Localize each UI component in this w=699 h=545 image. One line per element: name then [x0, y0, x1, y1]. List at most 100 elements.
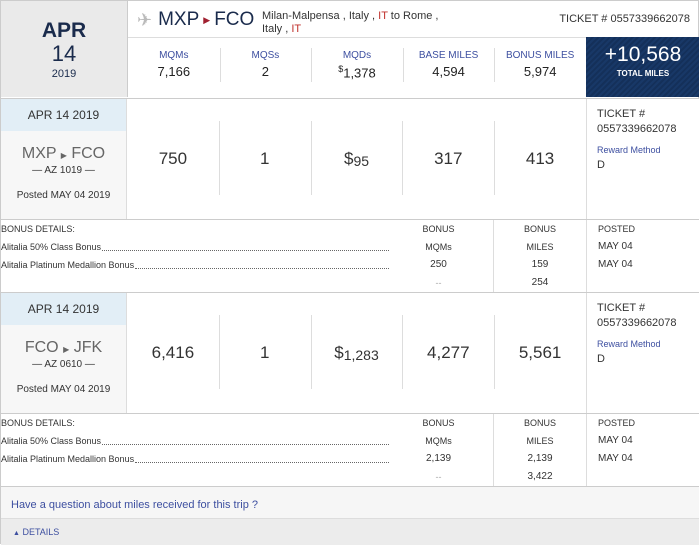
total-miles-value: +10,568	[604, 43, 682, 66]
mqd-amount: 1,283	[343, 347, 379, 363]
reward-method-link[interactable]: Reward Method	[597, 145, 661, 155]
bonus-item: Alitalia 50% Class Bonus	[1, 238, 391, 256]
bonus-miles-header: BONUS	[523, 418, 556, 428]
cities-text: Italy ,	[262, 23, 292, 35]
flight-number: — AZ 0610 —	[32, 359, 95, 370]
segment-date: APR 14 2019	[1, 99, 126, 131]
bonus-mqm-value: 250	[430, 259, 447, 270]
segment-route: FCO ▶ JFK	[1, 339, 126, 357]
currency-symbol: $	[338, 64, 344, 74]
bonus-mqm-header: MQMs	[425, 436, 452, 446]
segment-mqss: 1	[218, 293, 311, 413]
currency-symbol: $	[334, 343, 344, 362]
arrow-right-icon: ▶	[60, 151, 67, 160]
bonus-details: BONUS DETAILS: Alitalia 50% Class Bonus …	[1, 219, 699, 292]
ticket-number: 0557339662078	[597, 123, 677, 135]
segment-date: APR 14 2019	[1, 293, 126, 325]
posted-value: MAY 04	[598, 453, 633, 464]
segment-info: APR 14 2019 MXP ▶ FCO — AZ 1019 — Posted…	[1, 99, 127, 219]
segment-mqms: 6,416	[151, 343, 195, 362]
bonus-mqm-value: --	[435, 278, 442, 288]
flight-number: — AZ 1019 —	[32, 165, 95, 176]
segment-base-miles: 317	[402, 99, 494, 219]
flight-segment: APR 14 2019 FCO ▶ JFK — AZ 0610 — Posted…	[1, 292, 699, 486]
ticket-number: TICKET # 0557339662078	[559, 13, 690, 25]
bonus-item-label: Alitalia 50% Class Bonus	[1, 436, 102, 446]
country-code: IT	[291, 23, 302, 35]
segment-bonus-miles: 413	[494, 99, 586, 219]
ticket-number: 0557339662078	[597, 317, 677, 329]
metric-value: 2	[261, 64, 269, 79]
ticket-label: TICKET #	[597, 302, 646, 314]
trip-day: 14	[51, 41, 77, 66]
segment-mqss: 1	[218, 99, 311, 219]
trip-year: 2019	[51, 68, 77, 80]
bonus-miles-value: 159	[531, 259, 549, 270]
bonus-miles-header: MILES	[526, 436, 554, 446]
mqd-amount: 95	[353, 153, 370, 169]
bonus-miles-value: 2,139	[527, 453, 553, 464]
bonus-item-label: Alitalia 50% Class Bonus	[1, 242, 102, 252]
posted-date: Posted MAY 04 2019	[16, 384, 111, 395]
bonus-details-title: BONUS DETAILS:	[1, 224, 75, 234]
bonus-item-label: Alitalia Platinum Medallion Bonus	[1, 454, 135, 464]
reward-method-link[interactable]: Reward Method	[597, 339, 661, 349]
metric-label: BONUS MILES	[505, 50, 575, 61]
metric-base-miles: BASE MILES 4,594	[402, 38, 495, 97]
bonus-miles-value: 3,422	[527, 471, 553, 482]
metric-label: MQDs	[342, 50, 372, 61]
posted-date: Posted MAY 04 2019	[16, 190, 111, 201]
flight-segment: APR 14 2019 MXP ▶ FCO — AZ 1019 — Posted…	[1, 98, 699, 292]
bonus-mqm-header: BONUS	[422, 224, 455, 234]
metric-label: BASE MILES	[418, 50, 479, 61]
metric-value: 4,594	[432, 64, 465, 79]
bonus-details: BONUS DETAILS: Alitalia 50% Class Bonus …	[1, 413, 699, 486]
origin: MXP	[21, 145, 57, 162]
trip-month: APR	[41, 19, 87, 42]
bonus-item: Alitalia 50% Class Bonus	[1, 432, 391, 450]
metric-mqss: MQSs 2	[219, 38, 312, 97]
segment-ticket: TICKET # 0557339662078 Reward Method D	[586, 99, 699, 219]
segment-mqds: $1,283	[310, 293, 403, 413]
segment-bonus-miles: 5,561	[494, 293, 586, 413]
metric-mqds: MQDs $1,378	[311, 38, 403, 97]
bonus-item: Alitalia Platinum Medallion Bonus	[1, 450, 391, 468]
arrow-right-icon: ▶	[63, 345, 70, 354]
posted-value: MAY 04	[598, 259, 633, 270]
bonus-mqm-header: MQMs	[425, 242, 452, 252]
airplane-icon: ✈	[137, 9, 153, 30]
details-label: DETAILS	[22, 527, 60, 537]
segment-info: APR 14 2019 FCO ▶ JFK — AZ 0610 — Posted…	[1, 293, 127, 413]
bonus-mqm-value: 2,139	[425, 453, 452, 464]
destination: FCO	[71, 145, 106, 162]
bonus-item: Alitalia Platinum Medallion Bonus	[1, 256, 391, 274]
metric-label: MQMs	[159, 50, 189, 61]
bonus-item-label: Alitalia Platinum Medallion Bonus	[1, 260, 135, 270]
bonus-details-title: BONUS DETAILS:	[1, 418, 75, 428]
posted-value: MAY 04	[598, 435, 633, 446]
segment-mqms: 750	[158, 149, 188, 168]
origin: FCO	[24, 339, 59, 356]
ticket-label: TICKET #	[597, 108, 646, 120]
metric-value: 5,974	[523, 64, 557, 79]
bonus-miles-value: 254	[531, 277, 549, 288]
posted-value: MAY 04	[598, 241, 633, 252]
details-toggle[interactable]: ▲ DETAILS	[1, 518, 699, 545]
segment-mqds: $95	[310, 99, 403, 219]
posted-header: POSTED	[598, 418, 636, 428]
bonus-miles-header: BONUS	[523, 224, 556, 234]
destination: FCO	[214, 9, 255, 30]
question-link[interactable]: Have a question about miles received for…	[1, 486, 699, 518]
metric-bonus-miles: BONUS MILES 5,974	[494, 38, 586, 97]
cities-text: to Rome ,	[387, 10, 439, 22]
bonus-mqm-header: BONUS	[422, 418, 455, 428]
country-code: IT	[378, 10, 388, 22]
metric-value: 7,166	[157, 64, 191, 79]
bonus-mqm-value: --	[435, 472, 442, 482]
triangle-up-icon: ▲	[13, 530, 20, 537]
route-cities: Milan-Malpensa , Italy , IT to Rome , It…	[262, 10, 442, 36]
trip-date: APR 14 2019	[1, 1, 128, 97]
trip-metrics: MQMs 7,166 MQSs 2 MQDs $1,378 BASE MILES 4,5…	[128, 37, 586, 97]
total-miles-label: TOTAL MILES	[616, 69, 670, 78]
cities-text: Milan-Malpensa , Italy ,	[262, 10, 379, 22]
